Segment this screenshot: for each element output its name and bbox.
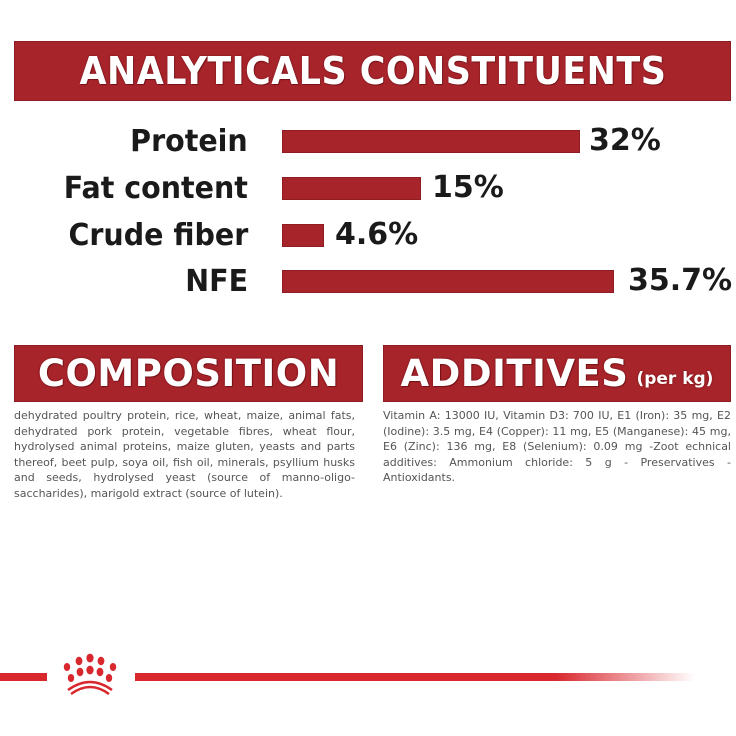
- royal-canin-crown-icon: [63, 653, 117, 696]
- constituent-row-nfe: NFE 35.7%: [0, 263, 736, 300]
- footer-divider-left: [0, 673, 47, 681]
- composition-title: COMPOSITION: [37, 352, 340, 395]
- constituent-label: Fat content: [63, 171, 248, 206]
- composition-text: dehydrated poultry protein, rice, wheat,…: [14, 409, 355, 500]
- constituent-label: NFE: [185, 264, 248, 299]
- constituent-value: 32%: [589, 123, 661, 158]
- constituent-bar: [282, 270, 614, 293]
- additives-header: ADDITIVES (per kg): [383, 345, 731, 402]
- constituent-label: Protein: [130, 124, 248, 159]
- constituent-value: 4.6%: [335, 217, 419, 252]
- additives-subtitle: (per kg): [636, 368, 714, 389]
- constituent-label: Crude fiber: [68, 218, 248, 253]
- constituent-bar: [282, 224, 324, 247]
- constituent-value: 35.7%: [628, 263, 733, 298]
- analytical-constituents-header: ANALYTICALS CONSTITUENTS: [14, 41, 731, 101]
- additives-title: ADDITIVES: [400, 352, 629, 395]
- constituent-bar: [282, 177, 421, 200]
- constituent-bar: [282, 130, 580, 153]
- constituent-row-crude-fiber: Crude fiber 4.6%: [0, 217, 736, 254]
- composition-header: COMPOSITION: [14, 345, 363, 402]
- constituent-row-protein: Protein 32%: [0, 123, 736, 160]
- footer-divider-right: [135, 673, 695, 681]
- constituent-row-fat: Fat content 15%: [0, 170, 736, 207]
- analytical-constituents-title: ANALYTICALS CONSTITUENTS: [79, 49, 666, 93]
- constituent-value: 15%: [432, 170, 504, 205]
- additives-text: Vitamin A: 13000 IU, Vitamin D3: 700 IU,…: [383, 409, 731, 485]
